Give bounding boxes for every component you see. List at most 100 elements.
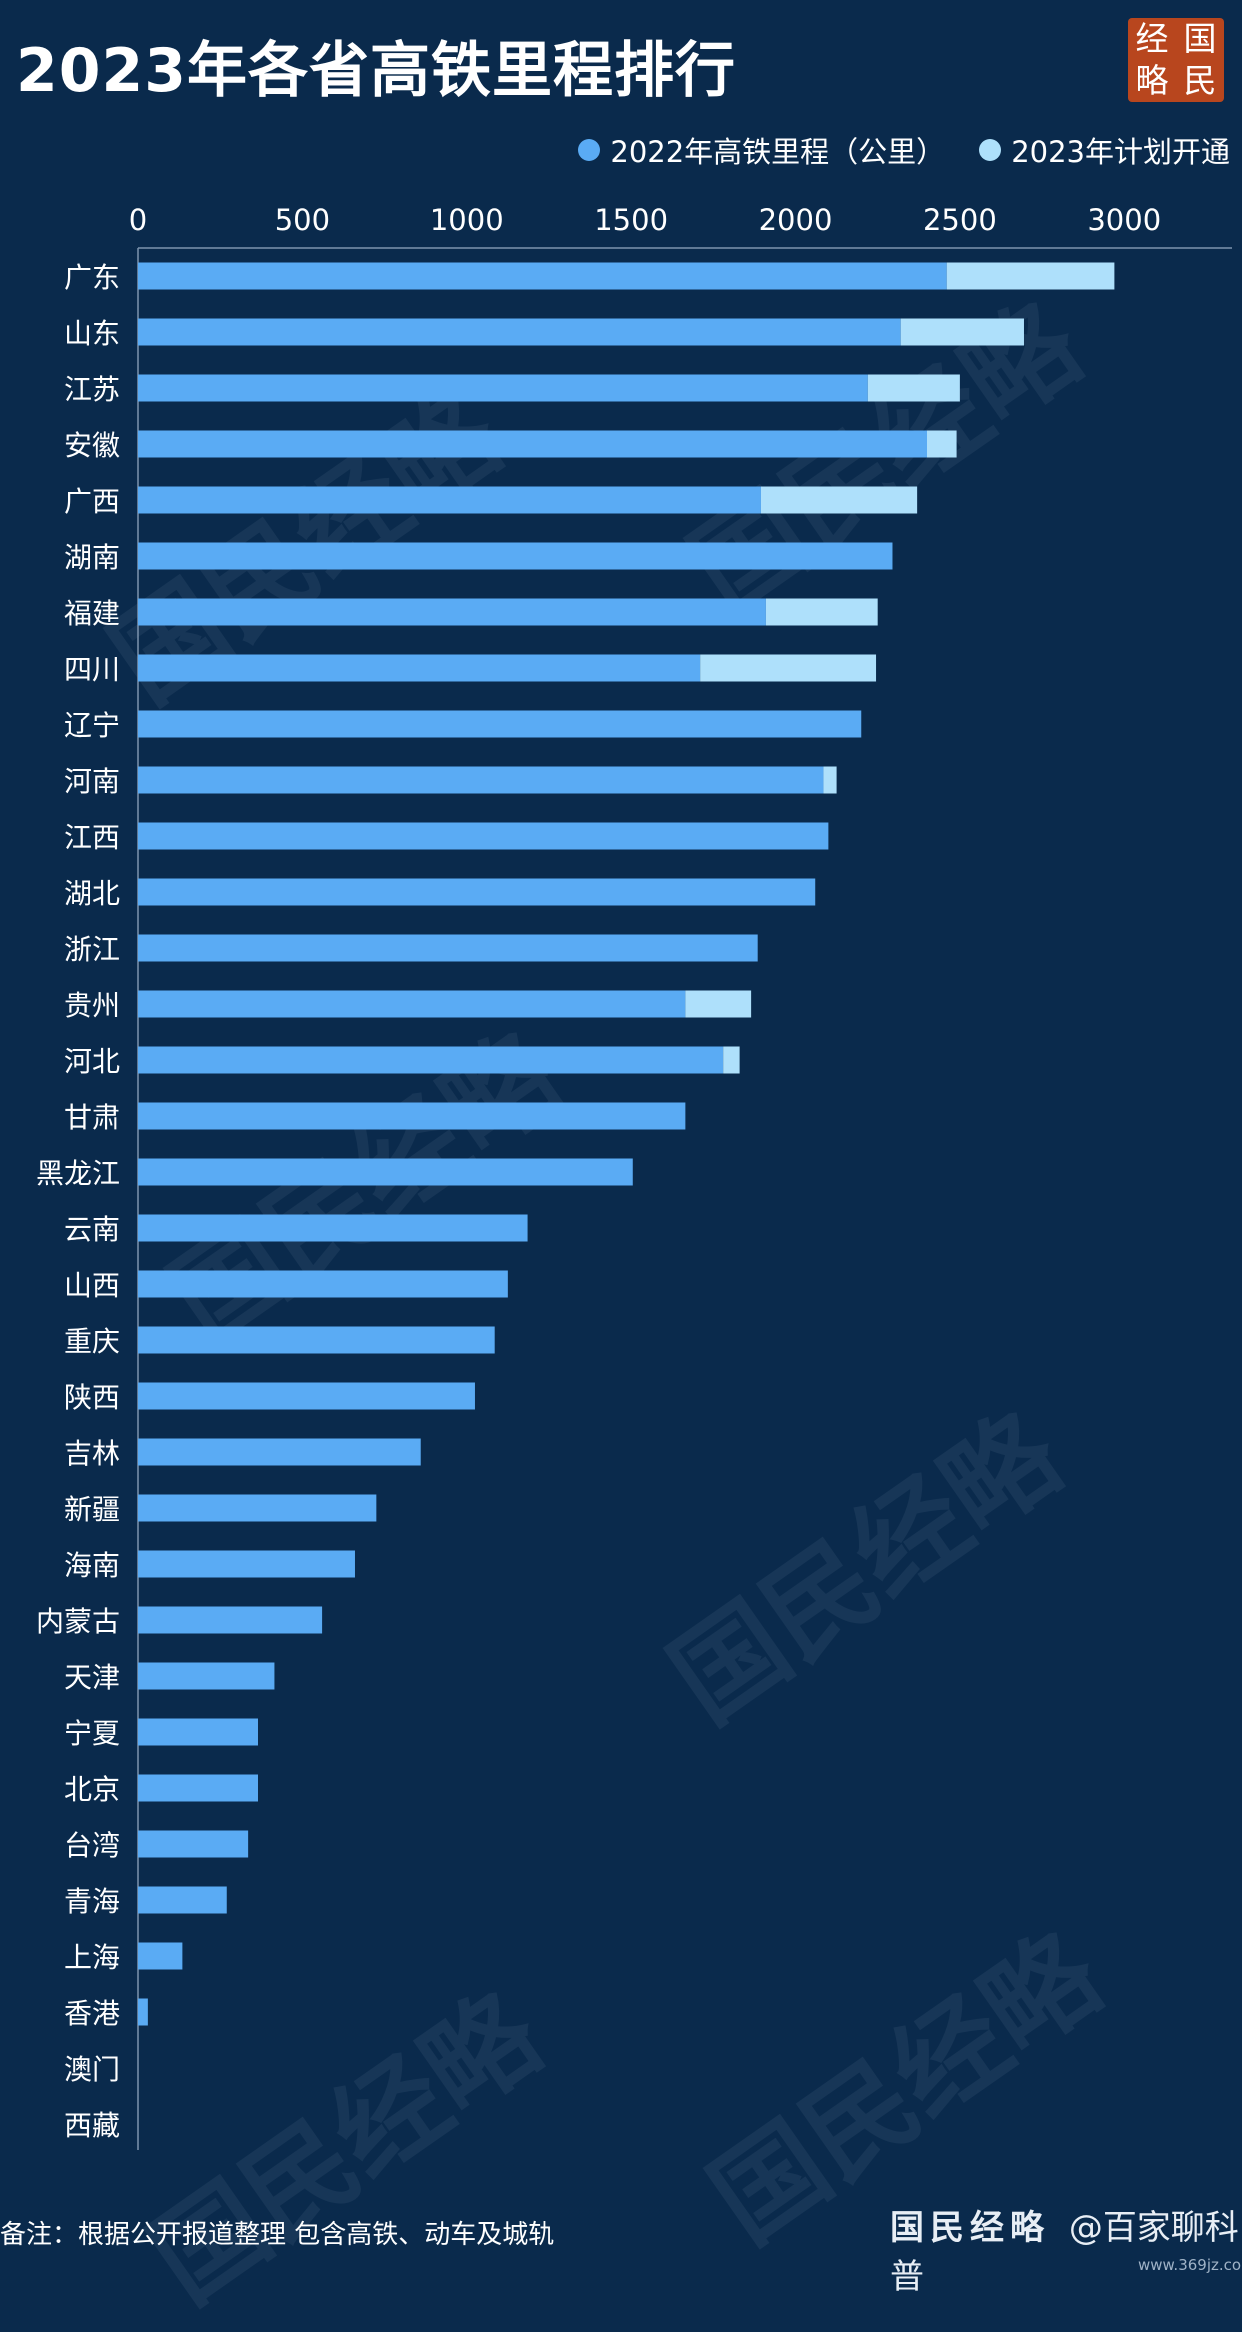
category-label: 辽宁 bbox=[64, 709, 120, 742]
logo-char: 经 bbox=[1135, 19, 1169, 58]
chart-legend: 2022年高铁里程（公里） 2023年计划开通 bbox=[544, 130, 1230, 170]
category-label: 湖北 bbox=[64, 877, 120, 910]
bar-2023-plan bbox=[927, 430, 957, 458]
bar-2022 bbox=[138, 1046, 724, 1074]
category-label: 上海 bbox=[64, 1941, 120, 1974]
category-label: 北京 bbox=[64, 1773, 120, 1806]
x-tick-label: 1500 bbox=[594, 203, 668, 237]
bar-2022 bbox=[138, 262, 947, 290]
category-label: 青海 bbox=[64, 1885, 120, 1918]
bar-2022 bbox=[138, 766, 824, 794]
bar-2022 bbox=[138, 1774, 258, 1802]
x-tick-label: 3000 bbox=[1087, 203, 1161, 237]
category-label: 西藏 bbox=[64, 2109, 120, 2142]
bar-2022 bbox=[138, 430, 927, 458]
category-label: 内蒙古 bbox=[36, 1605, 120, 1638]
bar-2022 bbox=[138, 654, 701, 682]
bar-2022 bbox=[138, 374, 868, 402]
bar-2022 bbox=[138, 1102, 686, 1130]
bar-2023-plan bbox=[823, 766, 837, 794]
x-tick-label: 1000 bbox=[430, 203, 504, 237]
bar-chart: 0 500 1000 1500 2000 2500 3000 广东山东江苏安徽广西湖南福建四川… bbox=[36, 203, 1232, 2150]
category-label: 陕西 bbox=[64, 1381, 120, 1414]
bar-2023-plan bbox=[900, 318, 1024, 346]
bar-2022 bbox=[138, 486, 761, 514]
bar-2023-plan bbox=[700, 654, 877, 682]
category-label: 天津 bbox=[64, 1661, 120, 1694]
category-label: 浙江 bbox=[64, 933, 120, 966]
x-tick-label: 0 bbox=[129, 203, 147, 237]
site-watermark: www.369jz.com bbox=[1138, 2256, 1242, 2274]
bar-2022 bbox=[138, 598, 766, 626]
bar-2022 bbox=[138, 1886, 227, 1914]
bar-2022 bbox=[138, 1606, 323, 1634]
legend-dot-2023-icon bbox=[979, 139, 1002, 161]
bar-2023-plan bbox=[723, 1046, 740, 1074]
bar-2023-plan bbox=[760, 486, 918, 514]
bar-2023-plan bbox=[765, 598, 878, 626]
bar-2022 bbox=[138, 1550, 355, 1578]
bar-2022 bbox=[138, 1270, 508, 1298]
bar-2022 bbox=[138, 1830, 249, 1858]
chart-title: 2023年各省高铁里程排行 bbox=[16, 36, 736, 106]
category-label: 福建 bbox=[64, 597, 120, 630]
category-label: 广东 bbox=[64, 261, 120, 294]
bar-2022 bbox=[138, 1438, 421, 1466]
category-label: 广西 bbox=[64, 485, 120, 518]
brand-logo: 经 国 略 民 bbox=[1128, 18, 1224, 102]
bar-2022 bbox=[138, 1214, 528, 1242]
legend-label-2023: 2023年计划开通 bbox=[1011, 135, 1230, 169]
category-label: 海南 bbox=[64, 1549, 120, 1582]
category-label: 贵州 bbox=[64, 989, 120, 1022]
category-label: 重庆 bbox=[64, 1325, 120, 1358]
bar-2022 bbox=[138, 1494, 377, 1522]
bar-2022 bbox=[138, 1998, 148, 2026]
category-label: 四川 bbox=[64, 653, 120, 686]
logo-char: 国 bbox=[1183, 19, 1217, 58]
bar-2022 bbox=[138, 1382, 475, 1410]
category-label: 甘肃 bbox=[64, 1101, 120, 1134]
category-label: 吉林 bbox=[64, 1437, 120, 1470]
bar-2022 bbox=[138, 934, 758, 962]
bar-2022 bbox=[138, 710, 862, 738]
bar-2022 bbox=[138, 318, 901, 346]
legend-item-2023: 2023年计划开通 bbox=[979, 129, 1230, 171]
source-credit: 国民经略 @百家聊科普 bbox=[890, 2200, 1242, 2298]
bar-2022 bbox=[138, 542, 893, 570]
logo-char: 略 bbox=[1135, 61, 1169, 100]
category-label: 澳门 bbox=[64, 2053, 120, 2086]
category-label: 江苏 bbox=[64, 373, 120, 406]
bar-2023-plan bbox=[685, 990, 752, 1018]
bar-2022 bbox=[138, 1718, 258, 1746]
bar-2023-plan bbox=[946, 262, 1115, 290]
category-label: 安徽 bbox=[64, 429, 120, 462]
category-label: 云南 bbox=[64, 1213, 120, 1246]
category-label: 黑龙江 bbox=[36, 1157, 120, 1190]
category-label: 香港 bbox=[64, 1997, 120, 2030]
bar-2022 bbox=[138, 1662, 275, 1690]
legend-item-2022: 2022年高铁里程（公里） bbox=[578, 129, 945, 171]
category-label: 江西 bbox=[64, 821, 120, 854]
bar-2022 bbox=[138, 990, 686, 1018]
category-label: 新疆 bbox=[64, 1493, 120, 1526]
source-text: @百家聊科普 bbox=[890, 2208, 1239, 2297]
logo-char: 民 bbox=[1183, 61, 1217, 100]
source-mark: 国民经略 bbox=[890, 2208, 1050, 2248]
legend-label-2022: 2022年高铁里程（公里） bbox=[610, 135, 946, 169]
bar-2022 bbox=[138, 1158, 633, 1186]
category-label: 河北 bbox=[64, 1045, 120, 1078]
x-tick-label: 500 bbox=[275, 203, 330, 237]
category-label: 山东 bbox=[64, 317, 120, 350]
category-label: 宁夏 bbox=[64, 1717, 120, 1750]
category-label: 台湾 bbox=[64, 1829, 120, 1862]
category-label: 河南 bbox=[64, 765, 120, 798]
bar-2023-plan bbox=[867, 374, 960, 402]
footnote: 备注：根据公开报道整理 包含高铁、动车及城轨 bbox=[0, 2220, 555, 2250]
x-tick-label: 2500 bbox=[923, 203, 997, 237]
bar-2022 bbox=[138, 1326, 495, 1354]
bar-2022 bbox=[138, 878, 816, 906]
bar-2022 bbox=[138, 1942, 183, 1970]
category-label: 湖南 bbox=[64, 541, 120, 574]
legend-dot-2022-icon bbox=[578, 139, 601, 161]
bar-2022 bbox=[138, 822, 829, 850]
